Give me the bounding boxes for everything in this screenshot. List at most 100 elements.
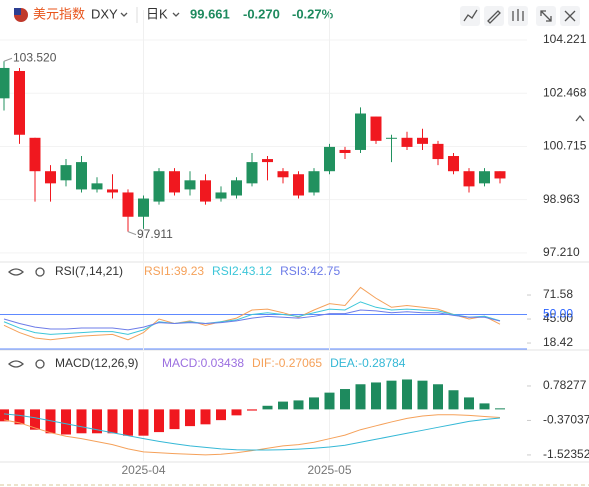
legend-entry: DEA:-0.28784 xyxy=(330,356,406,370)
y-tick-label: -1.52352 xyxy=(543,447,589,461)
indicator-title: MACD(12,26,9) xyxy=(55,356,138,370)
candle-body xyxy=(386,137,397,139)
histogram-bar xyxy=(231,409,242,416)
candle-body xyxy=(76,162,87,190)
histogram-bar xyxy=(402,379,412,410)
candle-body xyxy=(448,156,459,172)
gear-icon[interactable] xyxy=(35,267,45,277)
y-tick-label: 97.210 xyxy=(543,245,580,259)
candle-body xyxy=(184,180,196,190)
histogram-bar xyxy=(495,408,505,410)
candle-body xyxy=(169,171,180,193)
histogram-bar xyxy=(0,409,9,422)
y-tick-label: 102.468 xyxy=(543,85,587,99)
histogram-bar xyxy=(30,409,40,430)
flag-icon xyxy=(14,8,21,15)
legend-entry: DIF:-0.27065 xyxy=(252,356,322,370)
indicator-line xyxy=(3,286,501,341)
candle-body xyxy=(494,171,506,179)
annotation-leader xyxy=(3,57,13,62)
candle-body xyxy=(401,137,413,147)
collapse-button[interactable] xyxy=(575,114,585,122)
indicator-title: RSI(7,14,21) xyxy=(55,264,123,278)
histogram-bar xyxy=(355,384,366,410)
indicator-line xyxy=(3,413,501,451)
y-tick-label: 71.58 xyxy=(543,287,573,301)
change-percent: -0.27% xyxy=(292,6,334,21)
candle-body xyxy=(417,137,428,144)
candle-body xyxy=(277,171,289,178)
dropdown-icon[interactable] xyxy=(120,12,128,17)
candle-body xyxy=(479,171,490,184)
candle-body xyxy=(339,149,351,153)
histogram-bar xyxy=(278,401,288,410)
instrument-name[interactable]: 美元指数 xyxy=(33,6,85,21)
legend-entry: RSI1:39.23 xyxy=(144,264,204,278)
x-tick-label: 2025-04 xyxy=(121,463,165,477)
macd-header: MACD(12,26,9) xyxy=(8,356,138,370)
settings-button[interactable] xyxy=(508,6,528,26)
gear-icon[interactable] xyxy=(35,359,45,369)
price: 99.661 xyxy=(190,6,230,21)
eye-icon[interactable] xyxy=(8,360,24,368)
legend-entry: RSI2:43.12 xyxy=(212,264,272,278)
period[interactable]: 日K xyxy=(146,6,168,21)
histogram-bar xyxy=(200,409,211,425)
histogram-bar xyxy=(45,409,56,434)
legend-entry: RSI3:42.75 xyxy=(280,264,340,278)
candle-body xyxy=(262,159,273,163)
eye-icon[interactable] xyxy=(8,268,24,276)
annotation: 103.520 xyxy=(13,50,57,64)
annotation-leader xyxy=(127,231,137,236)
y-tick-label: 104.221 xyxy=(543,32,587,46)
histogram-bar xyxy=(479,403,490,410)
histogram-bar xyxy=(324,392,335,410)
histogram-bar xyxy=(309,397,319,410)
indicator-line xyxy=(3,309,501,331)
fullscreen-button[interactable] xyxy=(536,6,556,26)
candle-body xyxy=(463,171,475,187)
y-tick-label: 45.00 xyxy=(543,311,573,325)
candle-body xyxy=(246,162,258,184)
level-label: 50.00 xyxy=(543,307,573,321)
candle-body xyxy=(231,180,242,196)
candle-body xyxy=(91,183,103,190)
y-tick-label: 0.78277 xyxy=(543,378,587,392)
candle-body xyxy=(107,189,118,193)
candle-body xyxy=(355,113,366,150)
histogram-bar xyxy=(169,409,180,430)
candle-body xyxy=(45,171,56,184)
x-tick-label: 2025-05 xyxy=(307,463,351,477)
candle-body xyxy=(0,67,10,99)
annotation: 97.911 xyxy=(137,227,173,241)
draw-button[interactable] xyxy=(484,6,504,26)
candle-body xyxy=(153,171,165,202)
histogram-bar xyxy=(123,409,133,436)
close-button[interactable] xyxy=(560,6,580,26)
candle-body xyxy=(122,192,134,217)
candle-body xyxy=(215,192,227,199)
histogram-bar xyxy=(107,409,118,434)
legend-entry: MACD:0.03438 xyxy=(162,356,244,370)
change: -0.270 xyxy=(243,6,280,21)
indicator-button[interactable] xyxy=(460,6,480,26)
candle-body xyxy=(293,174,304,196)
histogram-bar xyxy=(76,409,87,434)
histogram-bar xyxy=(92,409,102,434)
candle-body xyxy=(138,198,149,217)
histogram-bar xyxy=(185,409,195,427)
histogram-bar xyxy=(371,382,381,410)
dropdown-icon[interactable] xyxy=(172,12,180,17)
histogram-bar xyxy=(293,400,304,410)
y-tick-label: 18.42 xyxy=(543,335,573,349)
candle-body xyxy=(432,143,444,160)
symbol[interactable]: DXY xyxy=(91,6,118,21)
candle-body xyxy=(308,171,320,193)
y-tick-label: -0.37037 xyxy=(543,413,589,427)
histogram-bar xyxy=(61,409,71,435)
candle-body xyxy=(60,165,72,181)
histogram-bar xyxy=(154,409,164,433)
histogram-bar xyxy=(216,409,226,421)
